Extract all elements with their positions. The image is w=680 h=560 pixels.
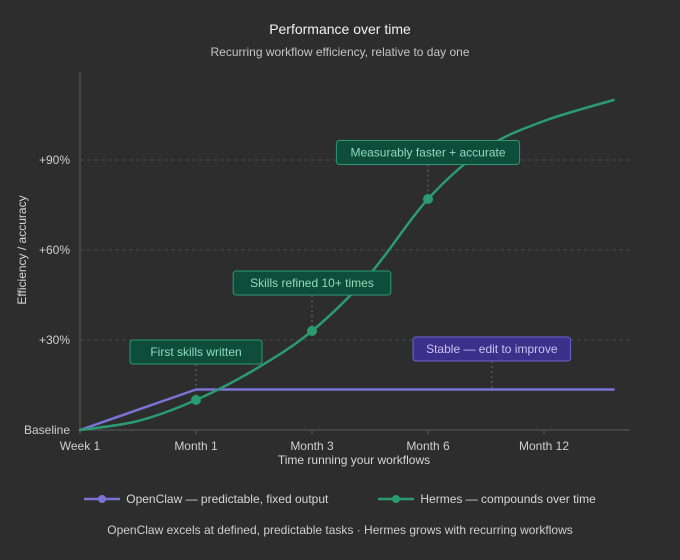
chart-footer: OpenClaw excels at defined, predictable … <box>107 523 573 537</box>
annotation-box <box>412 336 572 362</box>
x-tick-label: Month 6 <box>406 439 450 453</box>
legend-swatch-openclaw <box>84 495 121 503</box>
series-markers <box>191 194 433 405</box>
legend-item-openclaw: OpenClaw — predictable, fixed output <box>84 492 328 506</box>
annotation-label: Stable — edit to improve <box>426 342 558 356</box>
legend-swatch-hermes <box>378 495 415 503</box>
annotation-label: Skills refined 10+ times <box>250 276 374 290</box>
annotation-guides <box>195 164 493 400</box>
series-line-hermes <box>78 98 615 432</box>
annotation-labels: First skills written Skills refined 10+ t… <box>129 140 572 365</box>
y-tick-label: +30% <box>39 333 70 347</box>
y-axis-label: Efficiency / accuracy <box>15 195 29 304</box>
series-line-openclaw <box>78 388 615 432</box>
legend-label-openclaw: OpenClaw — predictable, fixed output <box>126 492 329 506</box>
axes <box>79 72 630 434</box>
y-tick-label: +60% <box>39 243 70 257</box>
x-tick-label: Month 3 <box>290 439 334 453</box>
chart-title: Performance over time <box>269 21 411 37</box>
x-axis-label: Time running your workflows <box>278 453 430 467</box>
x-tick-label: Week 1 <box>60 439 101 453</box>
annotation-box <box>335 140 521 165</box>
x-tick-label: Month 1 <box>174 439 218 453</box>
annotation-box <box>129 339 263 365</box>
grid-lines <box>80 159 630 341</box>
data-point-hermes <box>191 395 201 405</box>
chart-subtitle: Recurring workflow efficiency, relative … <box>210 45 470 59</box>
annotation-label: First skills written <box>150 345 241 359</box>
annotation-box <box>232 270 392 296</box>
tick-labels: Baseline +30% +60% +90% Week 1 Month 1 Month 3… <box>24 153 569 453</box>
series-lines <box>78 98 615 432</box>
y-tick-label: +90% <box>39 153 70 167</box>
annotation-label: Measurably faster + accurate <box>350 146 505 160</box>
legend-label-hermes: Hermes — compounds over time <box>420 492 596 506</box>
legend: OpenClaw — predictable, fixed output Her… <box>0 492 680 506</box>
data-point-hermes <box>423 194 433 204</box>
legend-item-hermes: Hermes — compounds over time <box>378 492 596 506</box>
y-tick-label: Baseline <box>24 423 70 437</box>
x-tick-label: Month 12 <box>519 439 569 453</box>
line-chart: First skills written Skills refined 10+ t… <box>15 72 630 467</box>
data-point-hermes <box>307 326 317 336</box>
